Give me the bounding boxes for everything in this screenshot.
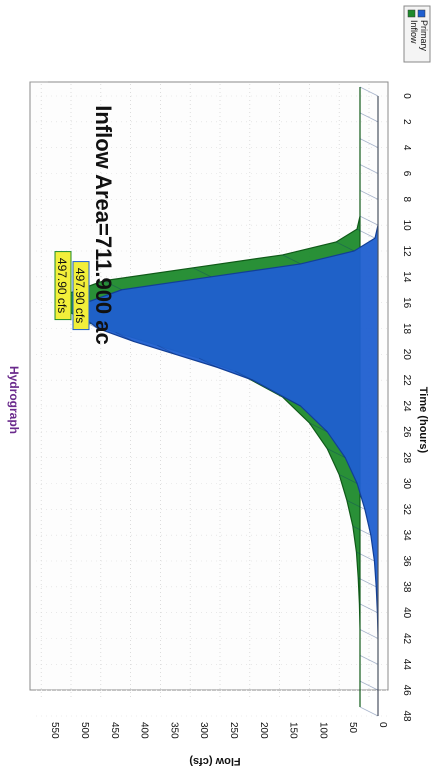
inflow-area-annotation: Inflow Area=711.900 ac <box>91 105 116 345</box>
peak-label-primary: 497.90 cfs <box>72 261 90 331</box>
hatch-line <box>335 241 355 252</box>
hatch-line <box>359 86 379 97</box>
peak-label-inflow-text: 497.90 cfs <box>55 258 69 313</box>
x-tick-label: 16 <box>401 297 412 309</box>
hatch-line <box>359 164 379 174</box>
hatch-line <box>282 254 301 265</box>
hatch-line <box>352 525 372 536</box>
hatch-line <box>234 370 254 381</box>
x-tick-label: 48 <box>401 710 412 722</box>
hatch-line <box>346 499 366 510</box>
hatch-line <box>327 448 346 459</box>
x-tick-label: 14 <box>401 271 412 283</box>
x-tick-label: 12 <box>401 245 412 257</box>
x-tick-label: 26 <box>401 426 412 438</box>
y-tick-label: 500 <box>79 722 90 739</box>
hatch-line <box>192 267 212 278</box>
x-tick-label: 2 <box>401 119 412 125</box>
hatch-line <box>359 112 379 123</box>
x-tick-label: 32 <box>401 504 412 516</box>
x-tick-label: 30 <box>401 478 412 490</box>
y-tick-label: 250 <box>228 722 239 739</box>
legend-label: Primary <box>419 20 429 51</box>
x-tick-label: 40 <box>401 607 412 619</box>
x-tick-label: 46 <box>401 685 412 697</box>
ribbon-hatching <box>63 86 379 717</box>
x-tick-label: 34 <box>401 530 412 542</box>
hatch-line <box>282 396 301 407</box>
y-tick-label: 300 <box>198 722 209 739</box>
legend-swatch <box>407 9 416 18</box>
x-tick-label: 22 <box>401 375 412 387</box>
x-tick-label: 44 <box>401 659 412 671</box>
hatch-line <box>157 344 176 355</box>
hatch-line <box>359 680 379 691</box>
legend-label: Inflow <box>409 20 419 44</box>
legend: Inflow Primary <box>403 5 431 63</box>
x-tick-label: 36 <box>401 555 412 567</box>
hatch-line <box>358 577 377 588</box>
x-tick-labels: 0246810121416182022242628303234363840424… <box>401 93 412 722</box>
hatch-line <box>115 332 134 342</box>
peak-label-primary-box <box>72 261 90 331</box>
y-tick-label: 100 <box>317 722 328 739</box>
x-tick-label: 42 <box>401 633 412 645</box>
x-tick-label: 20 <box>401 349 412 361</box>
y-tick-label: 350 <box>168 722 179 739</box>
x-axis-label: Time (hours) <box>417 387 429 454</box>
peak-label-primary-text: 497.90 cfs <box>73 268 87 323</box>
x-tick-label: 6 <box>401 171 412 177</box>
x-tick-label: 4 <box>401 145 412 151</box>
y-tick-label: 450 <box>109 722 120 739</box>
y-tick-label: 200 <box>258 722 269 739</box>
hatch-line <box>359 189 379 200</box>
x-tick-label: 0 <box>401 93 412 99</box>
y-tick-labels: 0 50 100 150 200 250 300 350 400 450 500 550 <box>49 722 388 739</box>
peak-label-inflow-box <box>54 251 72 321</box>
x-tick-label: 38 <box>401 581 412 593</box>
hatch-line <box>359 138 379 149</box>
x-tick-label: 10 <box>401 220 412 232</box>
chart-title: Hydrograph <box>7 366 21 434</box>
peak-label-inflow: 497.90 cfs <box>54 251 72 321</box>
x-tick-label: 8 <box>401 197 412 203</box>
legend-swatch <box>417 9 426 18</box>
y-tick-label: 50 <box>347 722 358 734</box>
hatch-line <box>356 228 376 239</box>
hatch-line <box>356 551 375 562</box>
hatch-line <box>198 357 218 368</box>
hatch-line <box>359 706 379 717</box>
hatch-line <box>103 280 122 291</box>
y-tick-label: 550 <box>49 722 60 739</box>
hatch-line <box>359 603 378 614</box>
y-tick-label: 150 <box>288 722 299 739</box>
hatch-line <box>309 422 328 433</box>
x-tick-label: 18 <box>401 323 412 335</box>
hatch-line <box>359 215 379 226</box>
y-tick-label: 0 <box>377 722 388 728</box>
x-tick-label: 28 <box>401 452 412 464</box>
hatch-line <box>359 654 379 665</box>
y-tick-label: 400 <box>139 722 150 739</box>
y-axis-label: Flow (cfs) <box>189 755 241 767</box>
hatch-line <box>359 629 379 639</box>
x-tick-label: 24 <box>401 400 412 412</box>
hatch-line <box>338 474 358 484</box>
